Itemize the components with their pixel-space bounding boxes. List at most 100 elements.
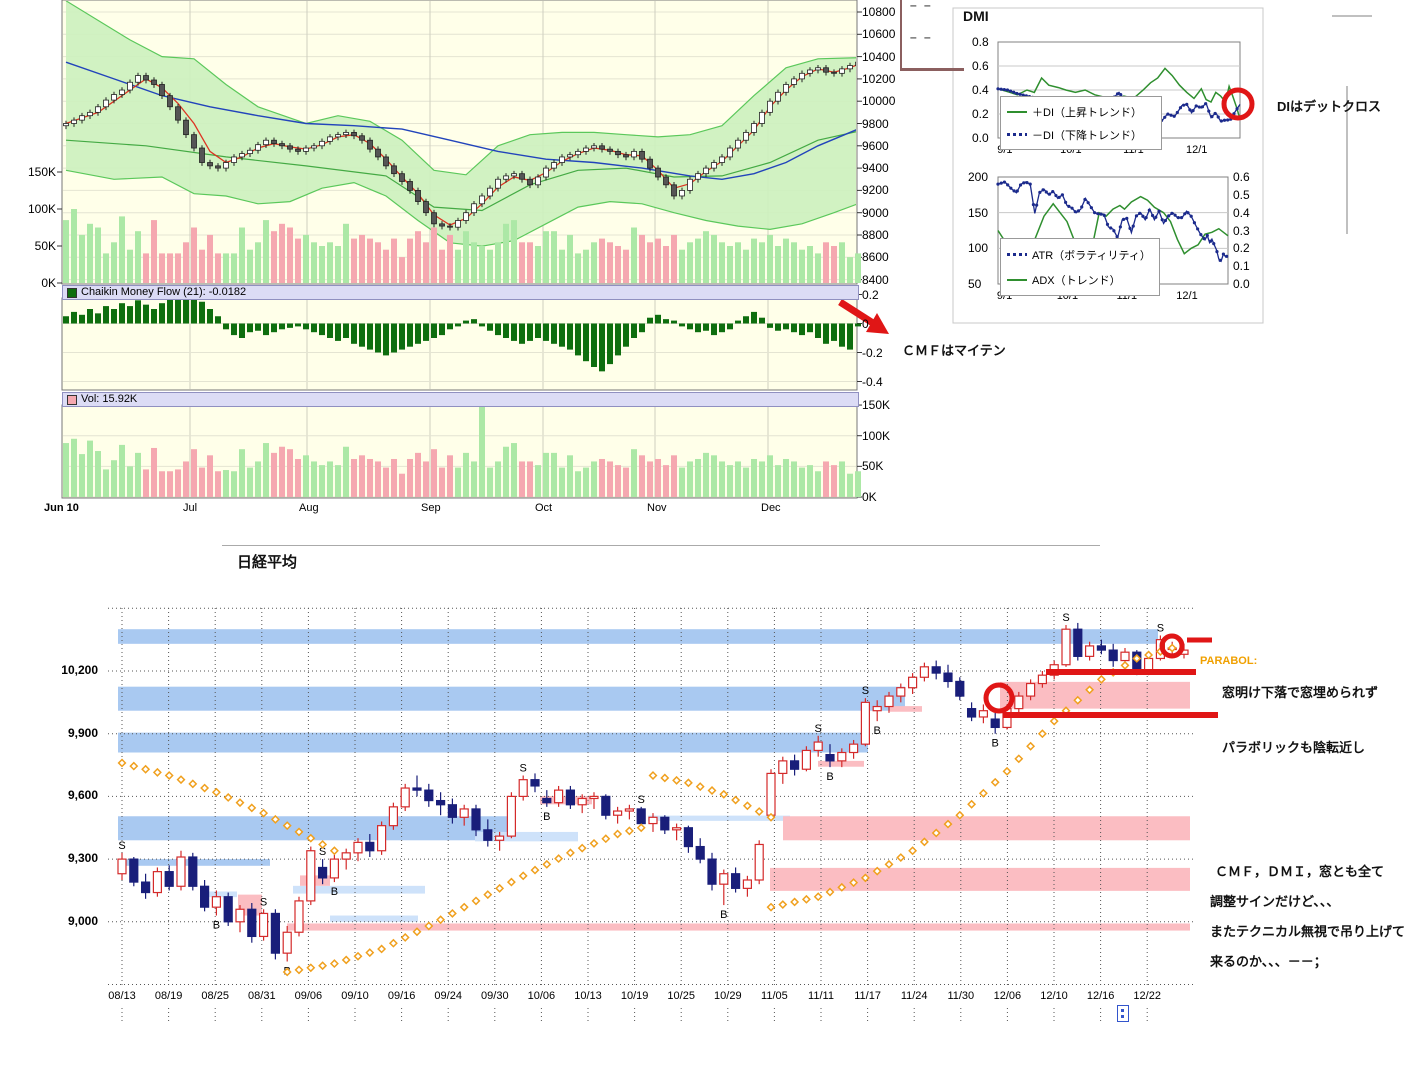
- volume-series-swatch-icon: [67, 394, 77, 405]
- date-label: 09/06: [294, 990, 323, 1002]
- parabolic-series-label: PARABOL:: [1200, 655, 1258, 667]
- vol-axis-label: 150K: [862, 398, 891, 413]
- atr-y-label: 200: [968, 170, 989, 184]
- title-divider-line: [222, 545, 1100, 546]
- legend-item-atr: ATR（ボラティリティ）: [1007, 247, 1153, 263]
- parabolic-turn-annotation: パラボリックも陰転近し: [1222, 740, 1366, 755]
- vol-axis-label: 0K: [862, 490, 877, 504]
- price-label: 10,200: [61, 663, 98, 677]
- summary-text-line: ＣＭＦ，ＤＭＩ，窓とも全て: [1215, 864, 1385, 879]
- green-line-icon: [1007, 278, 1027, 281]
- price-axis-label: 9600: [862, 138, 889, 153]
- date-label: 08/25: [201, 990, 229, 1002]
- volume-axis-label: 50K: [34, 239, 56, 253]
- legend-item-adx: ADX（トレンド）: [1007, 272, 1153, 288]
- legend-fragment-box: – – – –: [900, 0, 964, 71]
- cmf-down-annotation: ＣＭＦはマイテン: [902, 343, 1006, 358]
- legend-label: －DI（下降トレンド）: [1032, 129, 1142, 142]
- nikkei-chart-title: 日経平均: [237, 554, 298, 571]
- date-label: 12/10: [1040, 990, 1068, 1002]
- price-axis-label: 10800: [862, 5, 896, 19]
- svg-text:S: S: [1157, 622, 1164, 634]
- price-axis-label: 10000: [862, 94, 896, 109]
- legend-label: ADX（トレンド）: [1032, 274, 1121, 287]
- date-label: 12/06: [993, 990, 1022, 1002]
- price-axis-label: 10200: [862, 71, 896, 86]
- summary-text-line: 来るのか、、、－－；: [1210, 954, 1327, 969]
- month-label: Nov: [647, 502, 667, 514]
- date-label: 08/19: [154, 990, 183, 1002]
- svg-text:B: B: [874, 725, 881, 737]
- cmf-panel-header: Chaikin Money Flow (21): -0.0182: [62, 285, 859, 300]
- price-axis-label: 10600: [862, 27, 896, 42]
- date-label: 11/30: [947, 990, 975, 1002]
- date-label: 10/06: [527, 990, 556, 1002]
- vol-axis-label: 100K: [862, 428, 891, 443]
- dmi-y-label: 0.4: [972, 83, 989, 97]
- price-axis-label: 9200: [862, 183, 889, 198]
- price-axis-label: 9400: [862, 161, 889, 176]
- green-line-icon: [1007, 110, 1027, 113]
- legend-item-minus-di: －DI（下降トレンド）: [1007, 127, 1155, 143]
- adx-y-label: 0.3: [1233, 223, 1250, 238]
- adx-y-label: 0.4: [1233, 205, 1250, 220]
- mini-legend-box: [1117, 1005, 1129, 1022]
- date-label: 08/31: [248, 990, 276, 1002]
- price-axis-label: 9800: [862, 116, 889, 131]
- dmi-y-label: 0.6: [972, 59, 989, 73]
- atr-y-label: 50: [968, 277, 982, 291]
- navy-dotted-line-icon: [1007, 133, 1027, 136]
- price-label: 9,900: [67, 725, 98, 740]
- svg-text:S: S: [815, 723, 822, 735]
- date-label: 09/24: [434, 990, 462, 1002]
- price-axis-label: 8400: [862, 272, 889, 287]
- price-label: 9,300: [67, 851, 98, 866]
- svg-text:B: B: [213, 920, 220, 932]
- month-label: Jul: [183, 502, 198, 514]
- svg-text:S: S: [1062, 612, 1069, 624]
- volume-panel-label: Vol: 15.92K: [81, 393, 138, 405]
- cmf-axis-label: 0: [862, 316, 869, 331]
- date-label: 10/25: [667, 990, 695, 1002]
- volume-axis-label: 100K: [27, 202, 56, 216]
- date-label: 10/29: [714, 990, 742, 1002]
- svg-text:B: B: [992, 738, 999, 750]
- date-label: 10/13: [574, 990, 602, 1002]
- month-label: Jun 10: [44, 502, 79, 514]
- svg-text:B: B: [720, 909, 727, 921]
- svg-text:S: S: [260, 896, 267, 908]
- date-label: 10/19: [620, 990, 649, 1002]
- svg-text:B: B: [543, 811, 550, 823]
- price-label: 9,000: [67, 913, 98, 928]
- dmi-y-label: 0.0: [972, 131, 989, 145]
- price-label: 9,600: [67, 788, 98, 803]
- cmf-series-swatch-icon: [67, 287, 77, 298]
- navy-dotted-line-icon: [1007, 253, 1027, 256]
- date-label: 12/16: [1086, 990, 1115, 1002]
- date-label: 08/13: [108, 990, 136, 1002]
- adx-y-label: 0.5: [1233, 187, 1250, 202]
- legend-label: ATR（ボラティリティ）: [1032, 249, 1151, 262]
- cmf-panel-label: Chaikin Money Flow (21): -0.0182: [81, 286, 247, 298]
- adx-y-label: 0.1: [1233, 259, 1250, 274]
- month-label: Sep: [421, 502, 441, 514]
- date-label: 09/16: [387, 990, 416, 1002]
- window-gap-annotation: 窓明け下落で窓埋められず: [1222, 685, 1379, 700]
- dmi-y-label: 0.8: [972, 35, 989, 49]
- volume-axis-label: 150K: [27, 165, 56, 179]
- adx-y-label: 0.0: [1233, 277, 1250, 291]
- dmi-x-label: 12/1: [1186, 144, 1208, 156]
- svg-text:S: S: [319, 846, 326, 858]
- volume-axis-label: 0K: [41, 276, 56, 290]
- month-label: Dec: [761, 502, 781, 514]
- summary-text-line: 調整サインだけど、、、: [1210, 894, 1340, 909]
- dash-sample-icon: – –: [910, 30, 933, 44]
- date-label: 09/10: [341, 990, 369, 1002]
- dash-sample-icon: – –: [910, 0, 933, 12]
- price-axis-label: 10400: [862, 49, 896, 64]
- summary-text-line: またテクニカル無視で吊り上げて: [1210, 924, 1406, 939]
- atr-x-label: 12/1: [1176, 290, 1198, 302]
- cmf-axis-label: -0.4: [862, 374, 883, 389]
- volume-panel-header: Vol: 15.92K: [62, 392, 859, 407]
- adx-y-label: 0.2: [1233, 241, 1250, 256]
